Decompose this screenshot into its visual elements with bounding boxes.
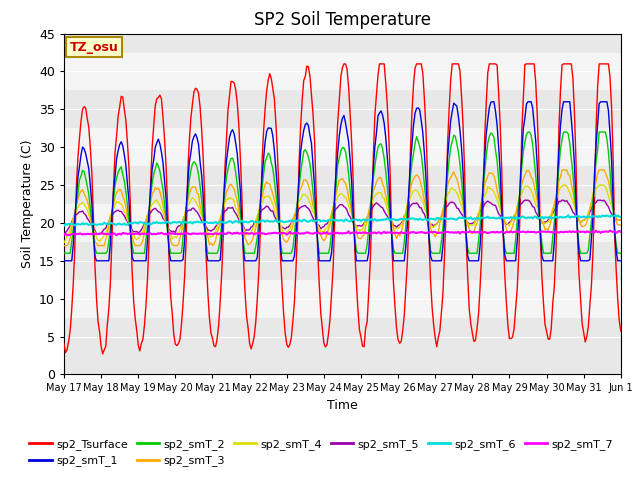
X-axis label: Time: Time <box>327 399 358 412</box>
Bar <box>64 280 621 318</box>
Text: TZ_osu: TZ_osu <box>70 41 118 54</box>
Title: SP2 Soil Temperature: SP2 Soil Temperature <box>254 11 431 29</box>
Bar <box>64 52 621 90</box>
Bar <box>64 128 621 166</box>
Bar <box>64 204 621 242</box>
Y-axis label: Soil Temperature (C): Soil Temperature (C) <box>20 140 33 268</box>
Legend: sp2_Tsurface, sp2_smT_1, sp2_smT_2, sp2_smT_3, sp2_smT_4, sp2_smT_5, sp2_smT_6, : sp2_Tsurface, sp2_smT_1, sp2_smT_2, sp2_… <box>25 434 618 471</box>
